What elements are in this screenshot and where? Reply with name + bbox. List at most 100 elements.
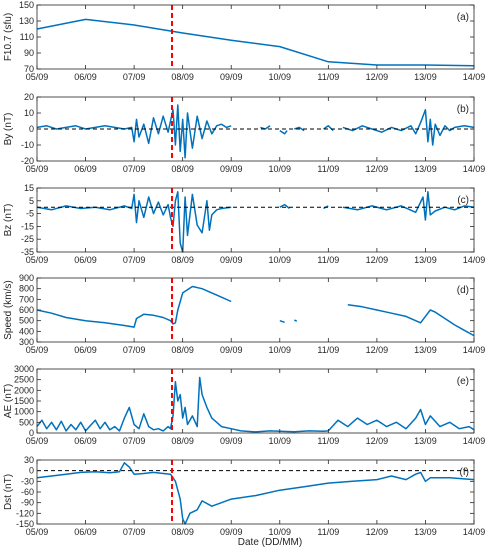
x-tick-label: 08/09 [171,72,194,82]
x-tick-label: 12/09 [366,345,389,355]
x-tick-label: 07/09 [123,436,146,446]
x-tick-label: 08/09 [171,164,194,174]
series-line [323,125,334,132]
series-line [347,303,475,337]
x-tick-label: 08/09 [171,436,194,446]
series-line [279,319,285,324]
y-tick-label: -150 [16,519,34,529]
y-tick-label: 110 [20,32,34,42]
x-tick-label: 09/09 [220,436,243,446]
x-tick-label: 06/09 [74,164,97,174]
series-line [36,18,475,67]
x-tick-label: 14/09 [463,255,486,265]
y-tick-label: 1500 [14,396,34,406]
x-tick-label: 12/09 [366,72,389,82]
y-tick-label: -15 [21,221,34,231]
x-tick-label: 14/09 [463,436,486,446]
axes-box [36,277,475,343]
y-tick-label: 700 [19,294,34,304]
x-tick-label: 12/09 [366,527,389,537]
y-tick-label: 400 [19,326,34,336]
y-tick-label: -60 [21,487,34,497]
x-tick-label: 05/09 [26,527,49,537]
y-tick-label: -35 [21,247,34,257]
x-tick-label: 09/09 [220,345,243,355]
x-tick-label: 11/09 [317,164,339,174]
x-tick-label: 13/09 [414,527,437,537]
panel-0: 70 90 110 130 150 05/09 06/09 07/09 08/09 09/09 10… [3,0,485,82]
x-tick-label: 06/09 [74,436,97,446]
x-tick-label: 11/09 [317,527,339,537]
series-line [279,129,288,135]
x-tick-label: 08/09 [171,255,194,265]
series-line [294,126,305,132]
x-tick-label: 09/09 [220,527,243,537]
x-tick-label: 07/09 [123,72,146,82]
axes-box [36,187,475,253]
x-tick-label: 07/09 [123,255,146,265]
y-tick-label: -20 [21,156,34,166]
x-tick-label: 11/09 [317,72,339,82]
x-tick-label: 10/09 [269,436,292,446]
y-tick-label: 0 [29,428,34,438]
y-tick-label: 600 [19,305,34,315]
x-tick-label: 13/09 [414,164,437,174]
y-axis-label: F10.7 (sfu) [3,13,14,61]
y-axis-label: By (nT) [3,113,14,146]
x-tick-label: 12/09 [366,436,389,446]
x-tick-label: 10/09 [269,164,292,174]
y-tick-label: 900 [19,273,34,283]
x-tick-label: 14/09 [463,164,486,174]
x-tick-label: 13/09 [414,436,437,446]
y-axis-label: AE (nT) [3,384,14,418]
y-tick-label: 1000 [14,407,34,417]
x-tick-label: 05/09 [26,255,49,265]
x-tick-label: 05/09 [26,436,49,446]
x-tick-label: 06/09 [74,72,97,82]
x-tick-label: 14/09 [463,345,486,355]
x-tick-label: 07/09 [123,164,146,174]
y-tick-label: 90 [24,48,34,58]
x-tick-label: 06/09 [74,255,97,265]
series-line [342,109,475,146]
axes-box [36,368,475,434]
series-line [36,104,232,159]
panel-label: (a) [457,12,469,23]
x-tick-label: 05/09 [26,72,49,82]
series-line [36,462,475,525]
series-line [260,125,271,130]
y-tick-label: -30 [21,476,34,486]
y-tick-label: 30 [24,455,34,465]
x-tick-label: 07/09 [123,345,146,355]
y-tick-label: 15 [24,183,34,193]
x-tick-label: 06/09 [74,527,97,537]
x-tick-label: 09/09 [220,164,243,174]
y-axis-label: Speed (km/s) [3,280,14,339]
panel-label: (d) [457,285,469,296]
x-tick-label: 11/09 [317,255,339,265]
y-tick-label: 2000 [14,385,34,395]
panel-label: (f) [460,467,469,478]
y-tick-label: 3000 [14,364,34,374]
x-tick-label: 10/09 [269,72,292,82]
series-line [279,203,290,210]
x-tick-label: 13/09 [414,255,437,265]
panel-label: (b) [457,104,469,115]
y-tick-label: 70 [24,64,34,74]
y-tick-label: -5 [26,209,34,219]
x-tick-label: 07/09 [123,527,146,537]
y-tick-label: -90 [21,498,34,508]
x-tick-label: 09/09 [220,72,243,82]
x-tick-label: 14/09 [463,527,486,537]
x-tick-label: 05/09 [26,164,49,174]
x-tick-label: 11/09 [317,436,339,446]
panel-1: -20 -10 0 10 20 05/09 06/09 07/09 08/09 09/09 10/0… [3,92,485,174]
y-tick-label: 150 [19,0,34,10]
series-line [342,191,475,221]
y-tick-label: 0 [29,124,34,134]
y-tick-label: 300 [19,337,34,347]
x-tick-label: 08/09 [171,345,194,355]
